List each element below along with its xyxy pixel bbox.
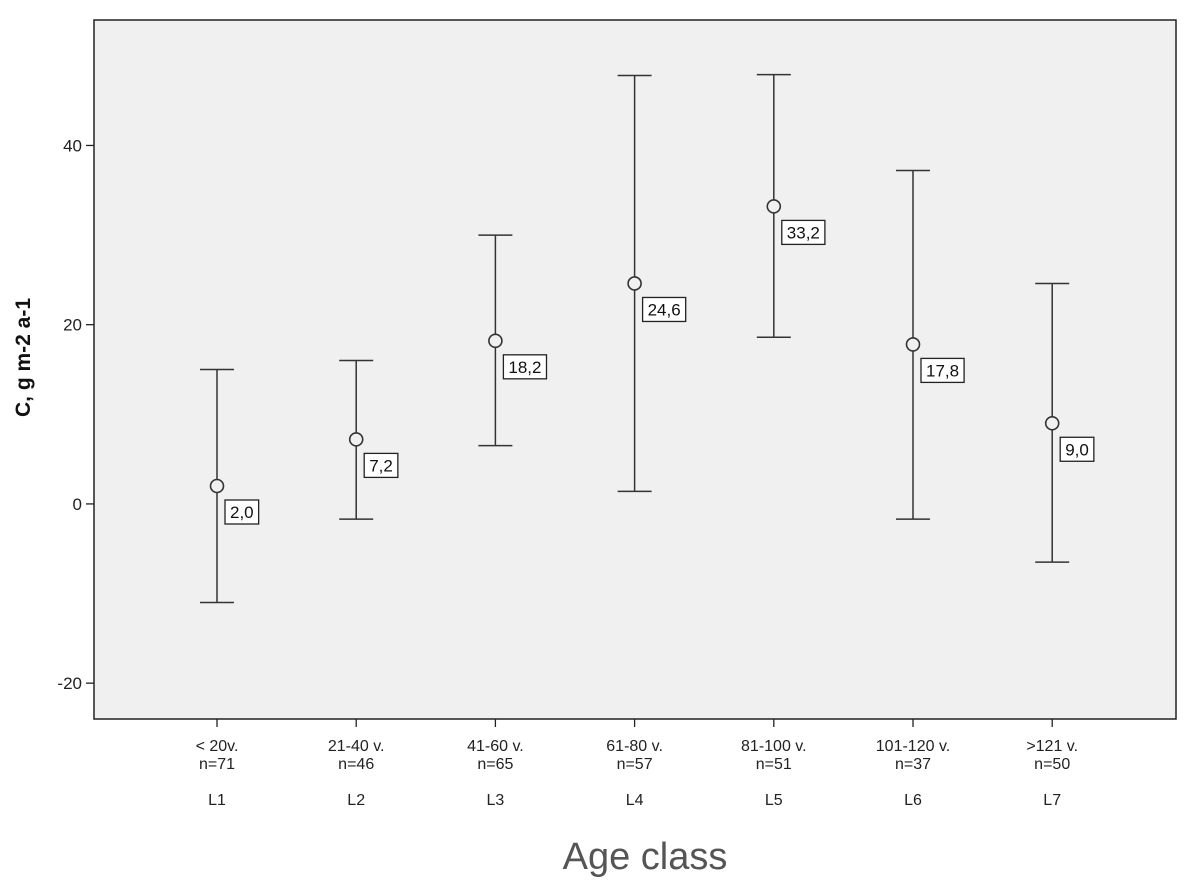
error-bar: 7,2 xyxy=(339,359,399,520)
y-tick-label: -20 xyxy=(57,674,82,693)
x-category-count: n=51 xyxy=(756,756,792,773)
data-label: 17,8 xyxy=(920,357,965,384)
data-label-box xyxy=(363,452,399,479)
x-category-label: 61-80 v. xyxy=(606,738,663,755)
data-label-box xyxy=(920,357,965,384)
mean-marker xyxy=(627,276,642,291)
error-bar: 18,2 xyxy=(478,234,548,447)
x-category-label: 41-60 v. xyxy=(467,738,524,755)
x-category-count: n=65 xyxy=(477,756,513,773)
data-label-text: 2,0 xyxy=(230,503,254,522)
data-label-text: 33,2 xyxy=(787,223,820,242)
error-bars: 2,0 7,2 18,2 24,6 33,2 17,8 9,0 xyxy=(200,73,1095,604)
x-category-code: L7 xyxy=(1043,792,1061,809)
x-category-label: < 20v. xyxy=(196,738,239,755)
x-category-count: n=37 xyxy=(895,756,931,773)
data-label: 2,0 xyxy=(224,499,260,525)
error-bar: 17,8 xyxy=(896,169,965,520)
data-label: 18,2 xyxy=(502,354,548,380)
y-tick-label: 20 xyxy=(63,316,82,335)
data-label-text: 9,0 xyxy=(1065,440,1089,459)
mean-marker xyxy=(766,199,782,214)
x-category-code: L6 xyxy=(904,792,922,809)
data-label: 7,2 xyxy=(363,452,399,479)
x-category-code: L3 xyxy=(487,792,505,809)
mean-marker xyxy=(1044,415,1060,431)
x-category-code: L4 xyxy=(626,792,644,809)
x-axis-label: Age class xyxy=(563,836,728,878)
y-tick-label: 40 xyxy=(63,136,82,155)
error-bar: 24,6 xyxy=(617,74,687,493)
mean-marker xyxy=(905,337,921,352)
x-category-code: L5 xyxy=(765,792,783,809)
data-label-text: 24,6 xyxy=(648,300,681,319)
error-bar: 2,0 xyxy=(200,368,260,604)
y-axis: -20 0 20 40 xyxy=(57,136,94,693)
data-label: 33,2 xyxy=(781,219,826,246)
x-category-label: 101-120 v. xyxy=(876,738,950,755)
x-category-count: n=46 xyxy=(338,756,374,773)
x-category-label: >121 v. xyxy=(1026,738,1078,755)
y-axis-label: C, g m-2 a-1 xyxy=(12,298,35,417)
data-label-text: 7,2 xyxy=(369,456,393,475)
data-label-box xyxy=(224,499,260,525)
x-category-count: n=71 xyxy=(199,756,235,773)
x-axis: < 20v.n=71 L1 21-40 v.n=46 L2 41-60 v.n=65 L3… xyxy=(196,719,1078,809)
x-category-code: L1 xyxy=(208,792,226,809)
x-category-count: n=57 xyxy=(617,756,653,773)
data-label-box xyxy=(781,219,826,246)
mean-marker xyxy=(209,478,225,494)
x-category-count: n=50 xyxy=(1034,756,1070,773)
x-category-label: 21-40 v. xyxy=(328,738,385,755)
data-label-text: 17,8 xyxy=(926,361,959,380)
data-label-box xyxy=(641,296,687,323)
mean-marker xyxy=(348,432,364,447)
data-label: 9,0 xyxy=(1059,436,1095,462)
error-bar: 33,2 xyxy=(756,73,826,338)
data-label-text: 18,2 xyxy=(508,358,541,377)
mean-marker xyxy=(488,333,503,349)
y-tick-label: 0 xyxy=(73,495,82,514)
data-label-box xyxy=(1059,436,1095,462)
x-category-label: 81-100 v. xyxy=(741,738,807,755)
x-category-code: L2 xyxy=(347,792,365,809)
data-label: 24,6 xyxy=(641,296,687,323)
error-bar: 9,0 xyxy=(1035,282,1095,563)
data-label-box xyxy=(502,354,548,380)
